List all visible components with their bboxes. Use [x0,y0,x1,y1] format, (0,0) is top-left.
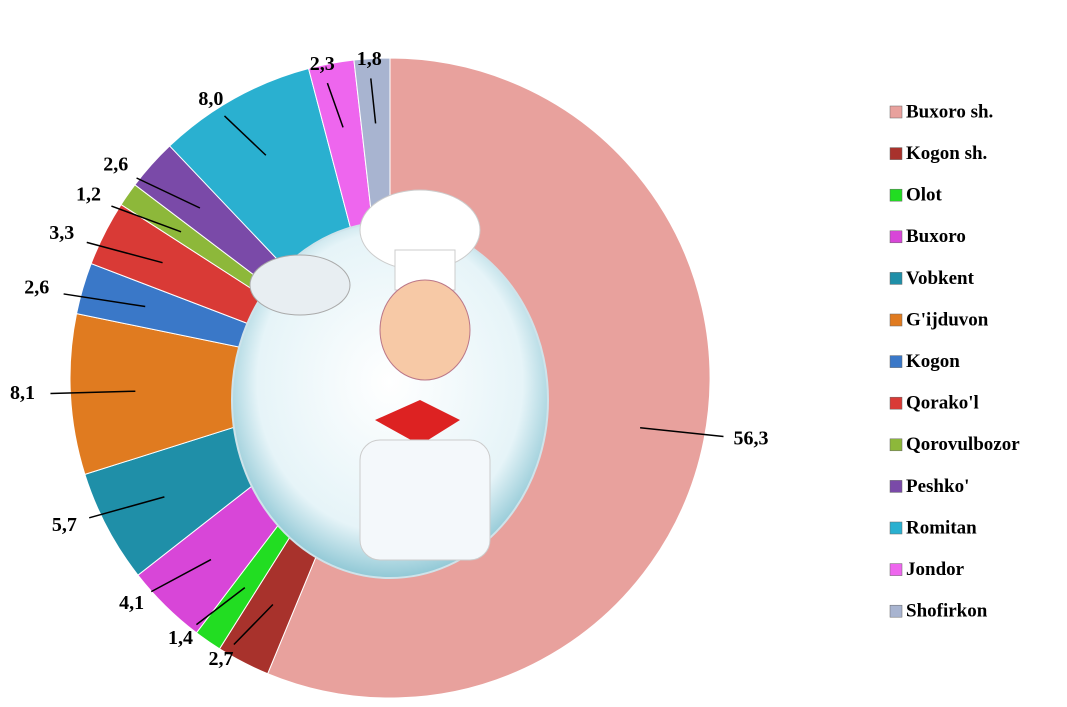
legend-label: Kogon sh. [906,143,987,164]
data-label: 56,3 [733,428,768,450]
leader-line [326,82,344,128]
data-label: 1,4 [168,627,193,649]
legend-swatch [889,563,903,576]
legend-swatch [889,105,903,119]
data-label: 8,0 [198,88,223,110]
legend-label: Qorovulbozor [906,434,1020,455]
legend-swatch [889,230,903,244]
center-illustration [231,189,549,579]
leader-line [111,205,182,233]
legend-label: Shofirkon [906,601,988,622]
legend-swatch [889,604,903,618]
data-label: 8,1 [10,382,35,404]
legend-label: Romitan [906,517,977,538]
leader-line [50,390,136,395]
legend-swatch [889,147,903,160]
data-label: 4,1 [119,592,144,614]
data-label: 5,7 [52,514,77,536]
leader-line [88,496,165,519]
leader-line [63,293,146,308]
legend-swatch [889,521,903,535]
data-label: 1,2 [76,183,101,205]
legend-swatch [889,272,903,285]
legend-swatch [889,480,903,493]
legend-label: Jondor [906,559,965,580]
legend-label: Olot [906,185,943,206]
data-label: 2,6 [24,276,49,298]
legend: Buxoro sh. Kogon sh. Olot Buxoro Vobkent G'ij… [889,101,1020,622]
labels: 56,32,71,44,15,78,12,63,31,22,68,02,3 1,8 [10,48,768,670]
leader-line [86,241,163,264]
legend-label: Kogon [906,351,960,372]
legend-swatch [889,313,903,327]
data-label: 2,7 [209,648,234,670]
leader-line [370,78,377,124]
data-label: 1,8 [357,48,382,70]
legend-label: G'ijduvon [906,309,989,330]
leader-line [223,115,267,156]
leader-line [150,558,212,593]
data-label: 2,3 [310,53,335,75]
legend-label: Buxoro [906,226,966,247]
leader-line [233,604,274,646]
legend-swatch [889,438,903,452]
legend-label: Vobkent [906,268,975,289]
data-label: 3,3 [49,222,74,244]
legend-label: Peshko' [906,476,969,497]
legend-swatch [889,396,903,410]
data-label: 2,6 [103,154,128,176]
legend-label: Buxoro sh. [906,101,993,122]
legend-label: Qorako'l [906,393,979,414]
legend-swatch [889,355,903,368]
legend-swatch [889,188,903,202]
leader-line [136,177,201,209]
leader-line [195,587,246,626]
leader-line [640,426,724,438]
